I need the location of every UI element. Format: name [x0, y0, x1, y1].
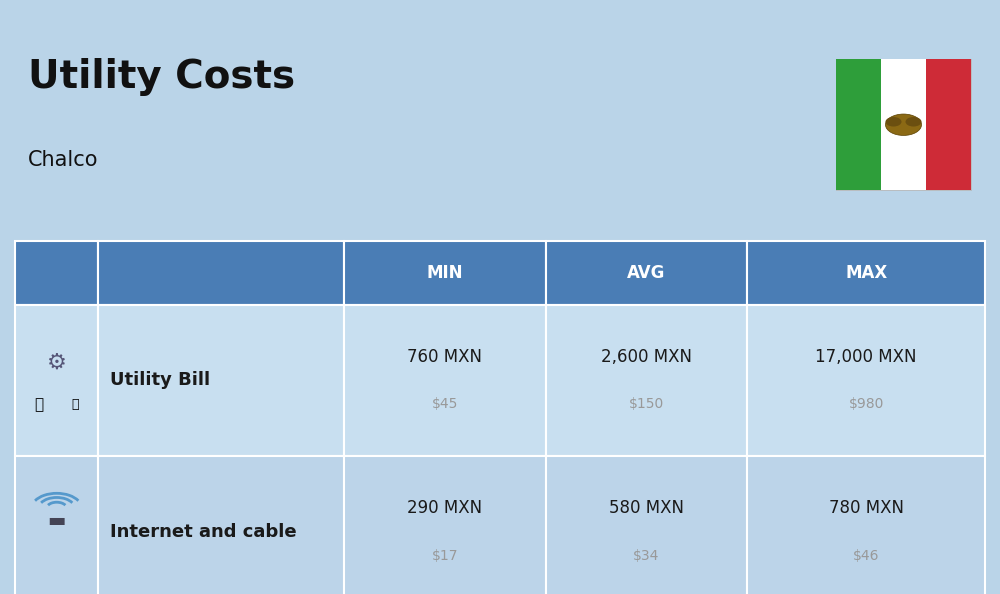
- Text: $34: $34: [633, 549, 660, 563]
- Bar: [344, 456, 546, 594]
- Bar: [546, 456, 747, 594]
- Circle shape: [906, 117, 922, 127]
- Text: MIN: MIN: [426, 264, 463, 282]
- Bar: [747, 241, 985, 305]
- Bar: [747, 305, 985, 456]
- Text: 17,000 MXN: 17,000 MXN: [815, 347, 917, 366]
- Bar: [15, 456, 98, 594]
- Bar: [881, 59, 926, 190]
- Bar: [344, 241, 546, 305]
- Circle shape: [886, 114, 922, 135]
- Text: MAX: MAX: [845, 264, 887, 282]
- Text: Chalco: Chalco: [28, 150, 98, 170]
- Text: ⚙: ⚙: [47, 353, 67, 372]
- Bar: [98, 305, 344, 456]
- Text: 📷: 📷: [71, 398, 78, 410]
- Bar: [836, 59, 971, 190]
- Text: AVG: AVG: [627, 264, 666, 282]
- Text: 780 MXN: 780 MXN: [829, 499, 904, 517]
- Text: $980: $980: [848, 397, 884, 411]
- Bar: [15, 241, 98, 305]
- Text: 580 MXN: 580 MXN: [609, 499, 684, 517]
- Text: Utility Bill: Utility Bill: [110, 371, 211, 390]
- Bar: [546, 241, 747, 305]
- Text: 2,600 MXN: 2,600 MXN: [601, 347, 692, 366]
- Text: $17: $17: [431, 549, 458, 563]
- Text: $46: $46: [853, 549, 879, 563]
- Text: Internet and cable: Internet and cable: [110, 523, 297, 541]
- Bar: [836, 59, 881, 190]
- Text: ▬: ▬: [48, 511, 66, 529]
- Bar: [98, 456, 344, 594]
- Bar: [926, 59, 971, 190]
- Bar: [344, 305, 546, 456]
- Text: Utility Costs: Utility Costs: [28, 58, 295, 96]
- Text: 760 MXN: 760 MXN: [407, 347, 482, 366]
- Text: $150: $150: [629, 397, 664, 411]
- Circle shape: [886, 117, 902, 127]
- Bar: [98, 241, 344, 305]
- Bar: [747, 456, 985, 594]
- Text: $45: $45: [432, 397, 458, 411]
- Text: 🔌: 🔌: [34, 397, 43, 412]
- Bar: [546, 305, 747, 456]
- Bar: [15, 305, 98, 456]
- Text: 290 MXN: 290 MXN: [407, 499, 482, 517]
